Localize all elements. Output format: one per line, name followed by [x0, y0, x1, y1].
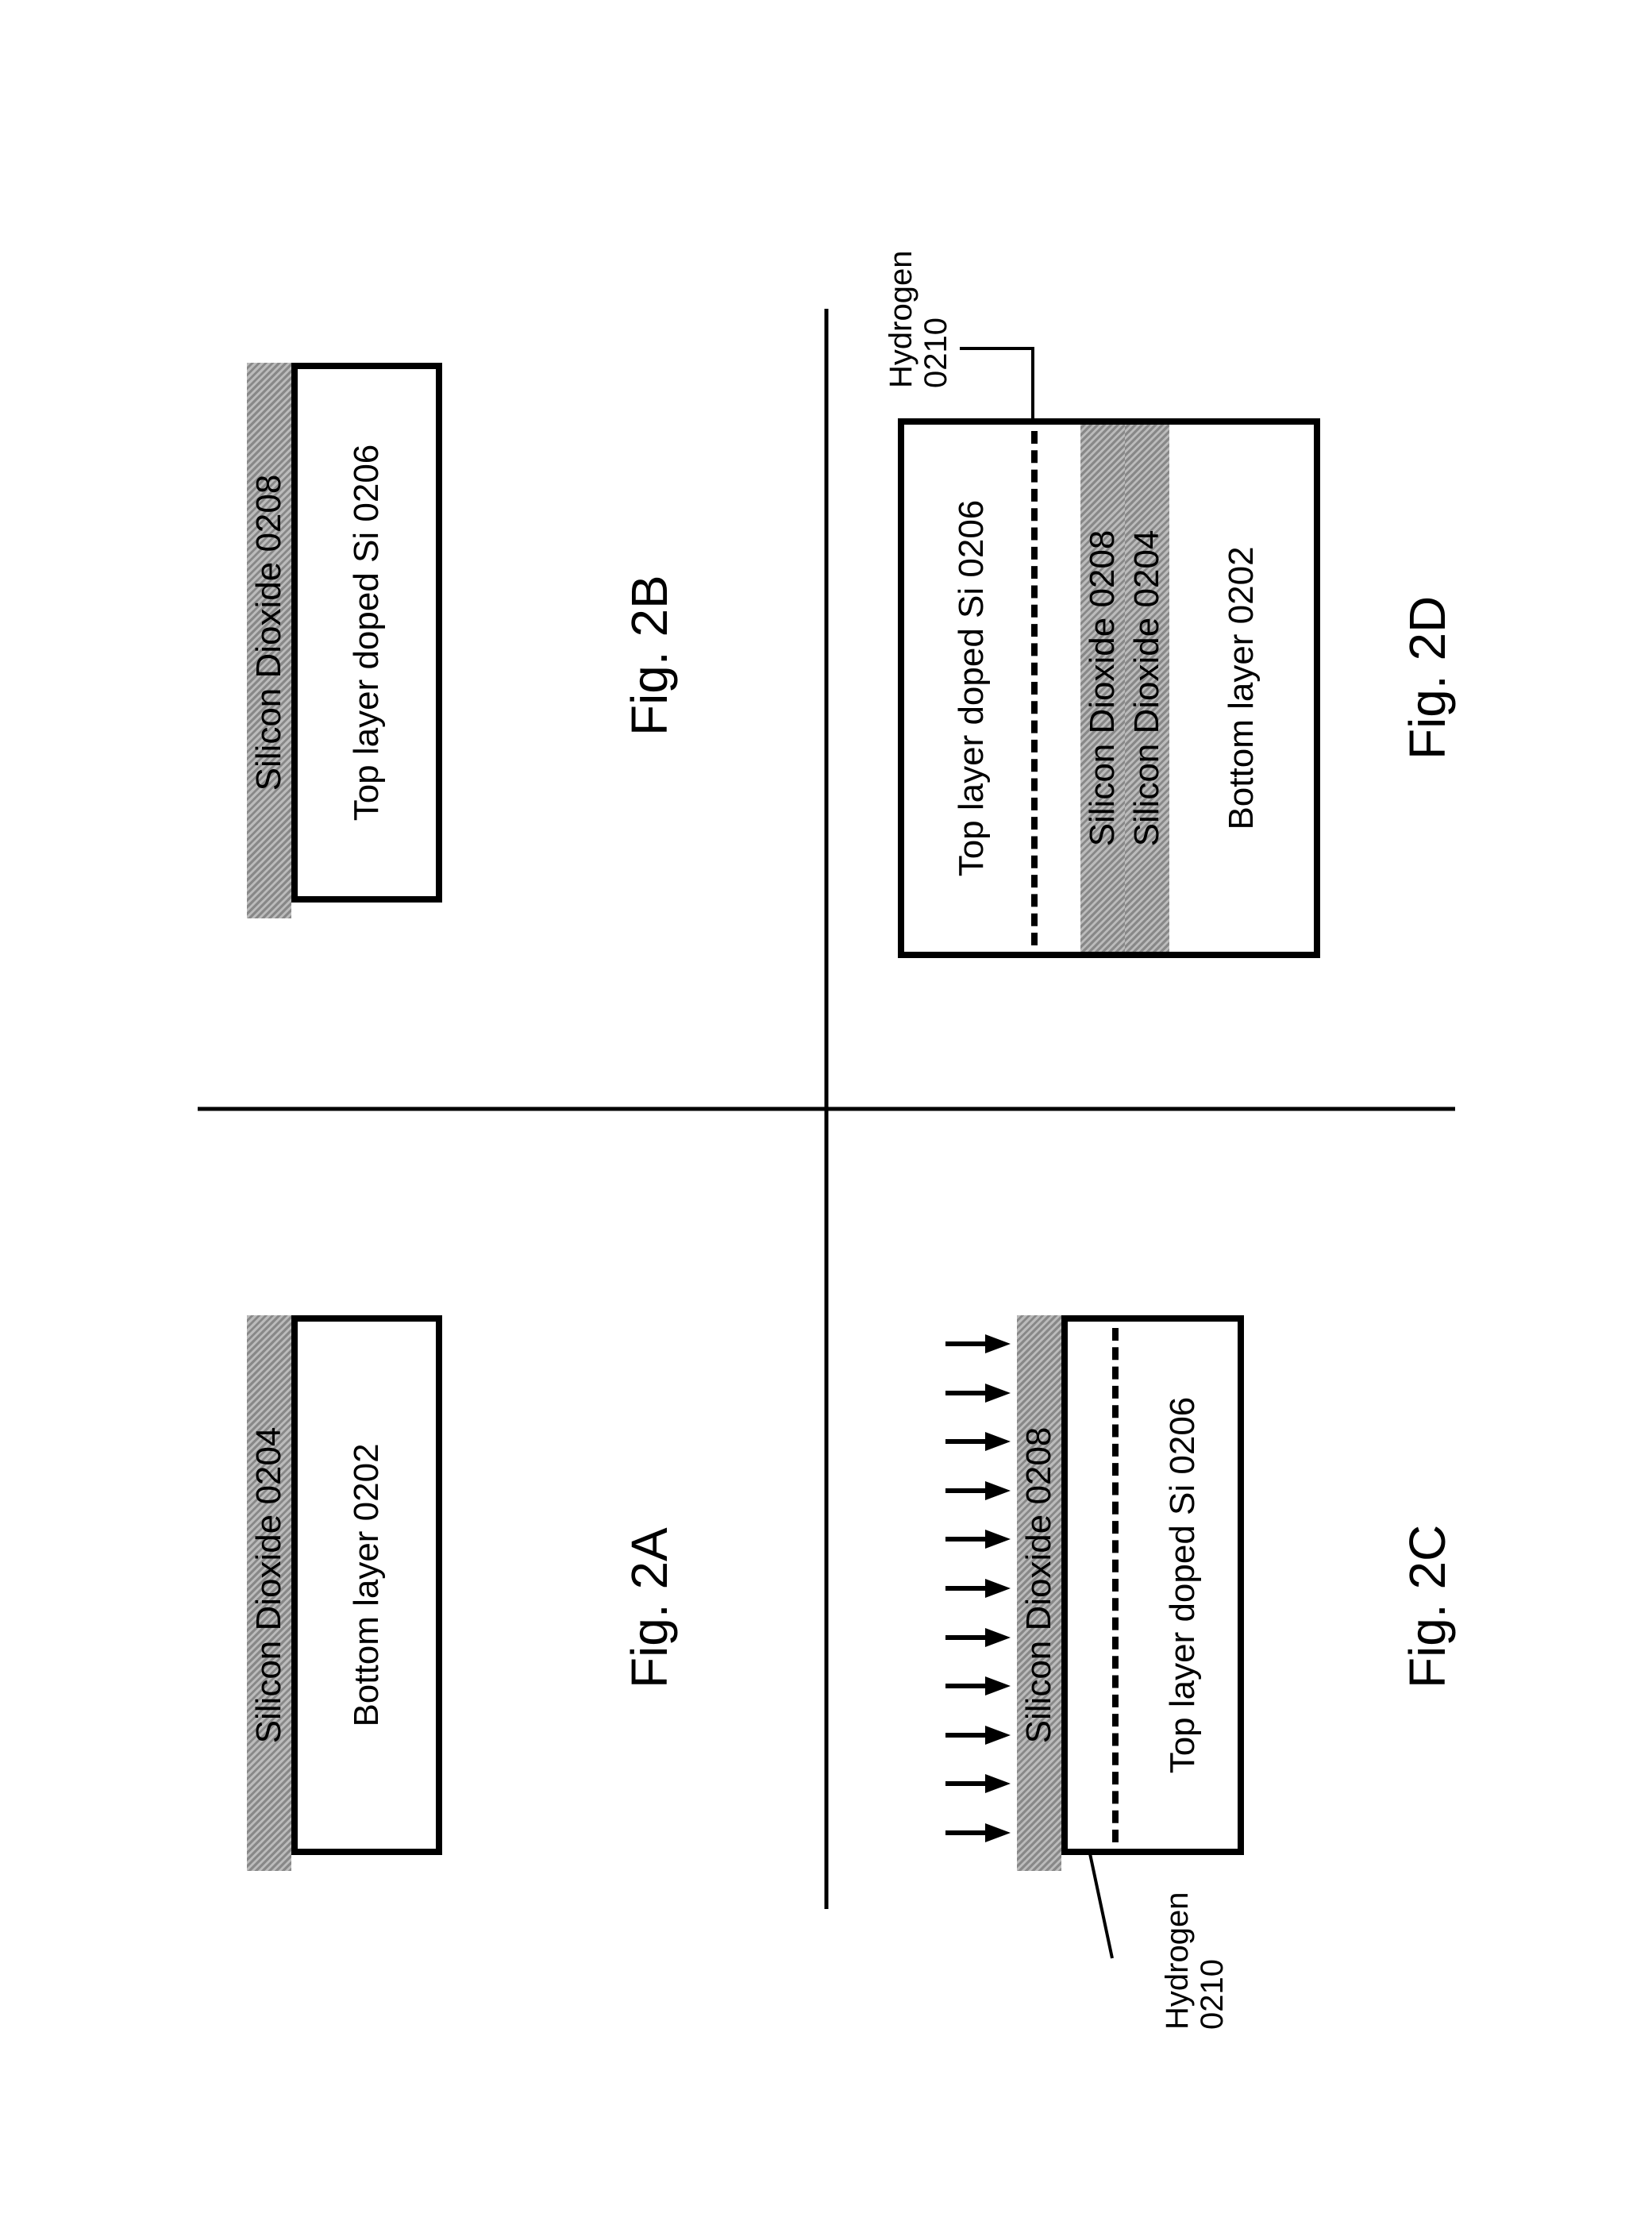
panel-2d-top-layer: Top layer doped Si 0206 [898, 418, 1080, 958]
panel-2d-oxide-lower-label: Silicon Dioxide 0204 [1127, 529, 1167, 846]
panel-2b-oxide-layer: Silicon Dioxide 0208 [247, 363, 291, 918]
panel-2b-caption: Fig. 2B [620, 575, 679, 736]
panel-2a: Silicon Dioxide 0204 Bottom layer 0202 F… [112, 1109, 826, 2061]
implant-arrow-icon [985, 1676, 1011, 1695]
panel-2a-stack: Silicon Dioxide 0204 Bottom layer 0202 [247, 1315, 442, 1855]
panel-2c-leader-line [1087, 1849, 1113, 1958]
page: Silicon Dioxide 0204 Bottom layer 0202 F… [0, 0, 1652, 2217]
implant-arrow-icon [985, 1579, 1011, 1598]
four-panel-grid: Silicon Dioxide 0204 Bottom layer 0202 F… [112, 156, 1541, 2061]
panel-2c-oxide-label: Silicon Dioxide 0208 [1019, 1426, 1059, 1743]
implant-arrow-icon [985, 1774, 1011, 1793]
panel-2c: Silicon Dioxide 0208 Top layer doped Si … [826, 1109, 1541, 2061]
panel-2d-bottom-layer: Bottom layer 0202 [1169, 418, 1320, 958]
panel-2d-hydrogen-line [1031, 431, 1038, 945]
panel-2b-stack: Silicon Dioxide 0208 Top layer doped Si … [247, 363, 442, 903]
implant-arrow-icon [985, 1432, 1011, 1451]
implant-arrow-icon [985, 1627, 1011, 1646]
panel-2c-oxide-layer: Silicon Dioxide 0208 [1017, 1315, 1061, 1871]
panel-2d-hydrogen-label-2: 0210 [918, 250, 953, 387]
panel-2d-oxide-upper-label: Silicon Dioxide 0208 [1083, 529, 1123, 846]
panel-2d-stack: Top layer doped Si 0206 Silicon Dioxide … [898, 418, 1320, 958]
panel-2a-oxide-layer: Silicon Dioxide 0204 [247, 1315, 291, 1871]
rotated-figure-wrapper: Silicon Dioxide 0204 Bottom layer 0202 F… [112, 156, 1541, 2061]
panel-2d-hydrogen-label-1: Hydrogen [884, 250, 918, 387]
panel-2c-stack: Silicon Dioxide 0208 Top layer doped Si … [1017, 1315, 1244, 1855]
panel-2a-body-label: Bottom layer 0202 [347, 1443, 387, 1726]
panel-2c-hydrogen-line [1112, 1328, 1119, 1842]
panel-2c-hydrogen-callout: Hydrogen 0210 [1160, 1892, 1230, 2029]
panel-2b-oxide-label: Silicon Dioxide 0208 [249, 474, 289, 791]
implant-arrow-icon [985, 1530, 1011, 1549]
panel-2d-oxide-lower: Silicon Dioxide 0204 [1125, 418, 1169, 958]
panel-2d-caption: Fig. 2D [1398, 595, 1457, 759]
panel-2d-leader-h [1031, 348, 1034, 420]
panel-2a-oxide-label: Silicon Dioxide 0204 [249, 1426, 289, 1743]
panel-2d-leader-v [960, 347, 1034, 350]
panel-2d: Top layer doped Si 0206 Silicon Dioxide … [826, 156, 1541, 1109]
implant-arrow-icon [985, 1725, 1011, 1744]
panel-2a-caption: Fig. 2A [620, 1527, 679, 1688]
panel-2d-top-label: Top layer doped Si 0206 [952, 499, 992, 876]
panel-2b: Silicon Dioxide 0208 Top layer doped Si … [112, 156, 826, 1109]
panel-2c-hydrogen-label-2: 0210 [1195, 1892, 1230, 2029]
panel-2d-hydrogen-callout: Hydrogen 0210 [884, 250, 953, 387]
panel-2b-body-layer: Top layer doped Si 0206 [291, 363, 442, 903]
implant-arrow-icon [985, 1480, 1011, 1499]
panel-2c-hydrogen-label-1: Hydrogen [1160, 1892, 1195, 2029]
panel-2a-body-layer: Bottom layer 0202 [291, 1315, 442, 1855]
implant-arrow-icon [985, 1823, 1011, 1842]
panel-2c-implant-arrows [947, 1334, 1011, 1842]
panel-2c-body-label: Top layer doped Si 0206 [1163, 1396, 1203, 1773]
panel-2c-caption: Fig. 2C [1398, 1524, 1457, 1688]
panel-2d-bottom-label: Bottom layer 0202 [1222, 546, 1261, 829]
implant-arrow-icon [985, 1334, 1011, 1353]
panel-2d-oxide-upper: Silicon Dioxide 0208 [1080, 418, 1125, 958]
panel-2b-body-label: Top layer doped Si 0206 [347, 444, 387, 821]
panel-2c-body-layer: Top layer doped Si 0206 [1061, 1315, 1244, 1855]
implant-arrow-icon [985, 1383, 1011, 1402]
